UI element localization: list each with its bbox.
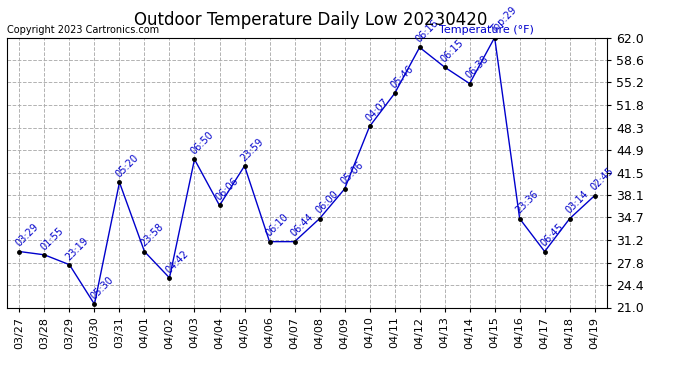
Text: Top:29: Top:29: [489, 5, 519, 35]
Text: Copyright 2023 Cartronics.com: Copyright 2023 Cartronics.com: [7, 25, 159, 35]
Text: 23:59: 23:59: [239, 136, 266, 163]
Text: 01:55: 01:55: [39, 225, 66, 252]
Text: 06:38: 06:38: [464, 54, 491, 81]
Text: 04:42: 04:42: [164, 248, 190, 275]
Text: 03:29: 03:29: [14, 222, 41, 249]
Text: 06:10: 06:10: [264, 212, 290, 239]
Text: 06:44: 06:44: [289, 212, 315, 239]
Text: 05:46: 05:46: [389, 64, 415, 91]
Text: 02:45: 02:45: [589, 166, 616, 193]
Text: 03:14: 03:14: [564, 189, 591, 216]
Text: 06:06: 06:06: [214, 176, 241, 203]
Text: 06:00: 06:00: [314, 189, 341, 216]
Text: Outdoor Temperature Daily Low 20230420: Outdoor Temperature Daily Low 20230420: [134, 11, 487, 29]
Text: 23:36: 23:36: [514, 189, 541, 216]
Text: 05:20: 05:20: [114, 153, 141, 180]
Text: 04:07: 04:07: [364, 97, 391, 124]
Text: 23:19: 23:19: [63, 235, 90, 262]
Text: Temperature (°F): Temperature (°F): [439, 25, 534, 35]
Text: 05:30: 05:30: [89, 274, 115, 302]
Text: 06:45: 06:45: [539, 222, 566, 249]
Text: 05:06: 05:06: [339, 159, 366, 186]
Text: 06:16: 06:16: [414, 18, 441, 45]
Text: 23:58: 23:58: [139, 222, 166, 249]
Text: 06:50: 06:50: [189, 130, 215, 156]
Text: 06:15: 06:15: [439, 38, 466, 64]
